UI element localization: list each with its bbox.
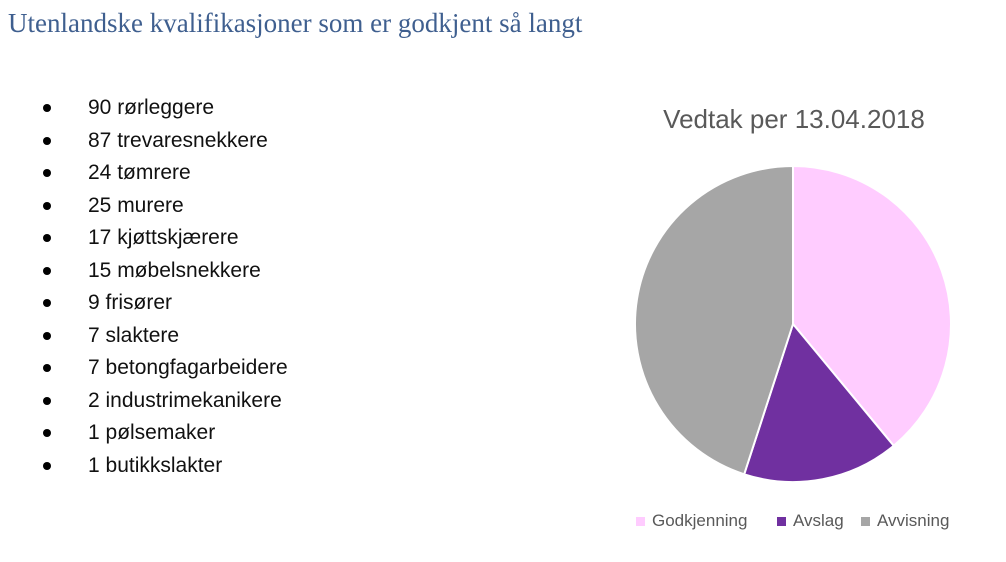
legend-swatch-godkjenning (636, 517, 645, 526)
list-item: 24 tømrere (40, 157, 288, 190)
legend-swatch-avvisning (861, 517, 870, 526)
chart-legend: Godkjenning Avslag Avvisning (636, 511, 949, 530)
pie-slice-avslag (742, 321, 896, 483)
pie-slice-avvisning (633, 164, 794, 476)
pie-slices (633, 164, 952, 483)
list-item: 1 butikkslakter (40, 450, 288, 483)
pie-chart: Vedtak per 13.04.2018 Godkjenning Avslag A… (606, 80, 976, 550)
list-item: 15 møbelsnekkere (40, 255, 288, 288)
legend-label-avvisning: Avvisning (877, 511, 949, 530)
list-item: 7 slaktere (40, 320, 288, 353)
pie-slice-godkjenning (792, 164, 952, 448)
pie-chart-svg: Vedtak per 13.04.2018 Godkjenning Avslag A… (633, 104, 952, 530)
legend-label-godkjenning: Godkjenning (652, 511, 747, 530)
legend-swatch-avslag (777, 517, 786, 526)
list-item: 1 pølsemaker (40, 417, 288, 450)
list-item: 17 kjøttskjærere (40, 222, 288, 255)
chart-title: Vedtak per 13.04.2018 (663, 104, 925, 134)
list-item: 2 industrimekanikere (40, 385, 288, 418)
list-item: 9 frisører (40, 287, 288, 320)
list-item: 87 trevaresnekkere (40, 125, 288, 158)
legend-label-avslag: Avslag (793, 511, 844, 530)
list-item: 25 murere (40, 190, 288, 223)
list-item: 90 rørleggere (40, 92, 288, 125)
qualification-list: 90 rørleggere 87 trevaresnekkere 24 tømr… (40, 92, 288, 482)
list-item: 7 betongfagarbeidere (40, 352, 288, 385)
page-title: Utenlandske kvalifikasjoner som er godkj… (8, 8, 583, 38)
